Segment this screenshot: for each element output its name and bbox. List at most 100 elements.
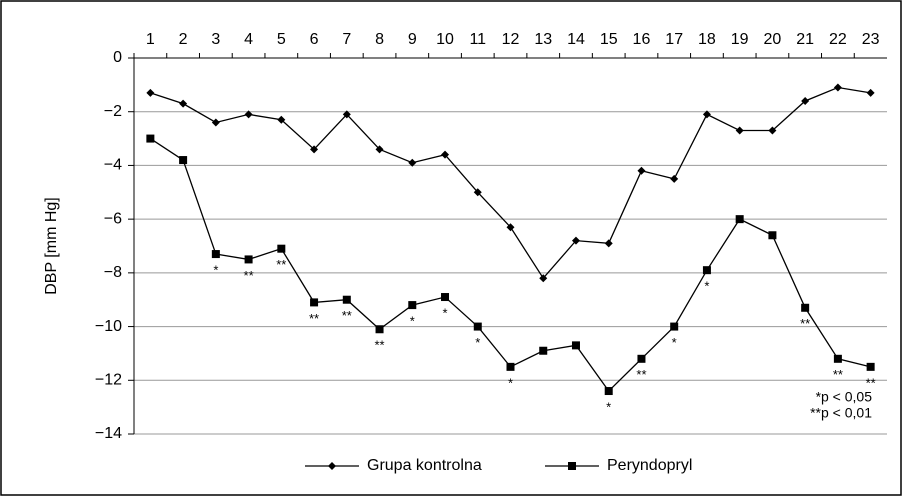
- marker: [866, 362, 875, 371]
- significance-label: *: [508, 375, 513, 390]
- legend-label: Grupa kontrolna: [367, 457, 482, 474]
- x-tick-label: 9: [408, 31, 417, 48]
- significance-label: *: [213, 262, 218, 277]
- y-tick-label: −14: [95, 425, 122, 442]
- significance-label: **: [374, 338, 384, 353]
- marker: [473, 322, 482, 331]
- significance-label: **: [342, 308, 352, 323]
- marker: [211, 118, 220, 127]
- marker: [670, 322, 679, 331]
- significance-label: **: [833, 367, 843, 382]
- significance-label: *: [672, 335, 677, 350]
- marker: [702, 266, 711, 275]
- marker: [571, 236, 580, 245]
- y-axis-label: DBP [mm Hg]: [43, 197, 60, 295]
- x-tick-label: 17: [665, 31, 683, 48]
- marker: [670, 174, 679, 183]
- marker: [539, 274, 548, 283]
- marker: [637, 166, 646, 175]
- x-tick-label: 4: [244, 31, 253, 48]
- note: *p < 0,05: [816, 389, 873, 405]
- marker: [244, 255, 253, 264]
- note: **p < 0,01: [810, 405, 872, 421]
- x-tick-label: 11: [469, 31, 486, 48]
- marker: [768, 126, 777, 135]
- x-tick-label: 6: [310, 31, 319, 48]
- legend-label: Peryndopryl: [607, 457, 692, 474]
- marker: [637, 354, 646, 363]
- significance-label: **: [309, 311, 319, 326]
- marker: [408, 158, 417, 167]
- marker: [342, 295, 351, 304]
- y-tick-label: −4: [104, 157, 122, 174]
- x-tick-label: 13: [534, 31, 552, 48]
- marker: [735, 215, 744, 224]
- y-tick-label: −6: [104, 210, 122, 227]
- significance-label: **: [244, 268, 254, 283]
- marker: [539, 346, 548, 355]
- x-tick-label: 5: [277, 31, 286, 48]
- marker: [833, 354, 842, 363]
- marker: [568, 462, 576, 470]
- marker: [768, 231, 777, 240]
- marker: [735, 126, 744, 135]
- x-tick-label: 21: [796, 31, 814, 48]
- marker: [146, 88, 155, 97]
- significance-label: *: [410, 314, 415, 329]
- marker: [179, 156, 188, 165]
- marker: [146, 134, 155, 143]
- marker: [211, 250, 220, 259]
- x-tick-label: 2: [179, 31, 188, 48]
- marker: [277, 244, 286, 253]
- x-tick-label: 16: [633, 31, 651, 48]
- significance-label: *: [442, 305, 447, 320]
- marker: [408, 301, 417, 310]
- marker: [328, 462, 336, 470]
- legend-item: Grupa kontrolna: [305, 457, 482, 474]
- x-tick-label: 7: [342, 31, 351, 48]
- marker: [833, 83, 842, 92]
- x-tick-label: 3: [211, 31, 220, 48]
- significance-label: *: [704, 279, 709, 294]
- x-tick-label: 12: [502, 31, 520, 48]
- marker: [310, 145, 319, 154]
- significance-label: **: [636, 367, 646, 382]
- y-tick-label: −8: [104, 264, 122, 281]
- marker: [473, 188, 482, 197]
- significance-label: **: [800, 316, 810, 331]
- significance-label: *: [475, 335, 480, 350]
- marker: [342, 110, 351, 119]
- y-tick-label: −2: [104, 103, 122, 120]
- x-tick-label: 14: [567, 31, 585, 48]
- marker: [801, 303, 810, 312]
- significance-label: **: [276, 257, 286, 272]
- marker: [375, 145, 384, 154]
- marker: [604, 239, 613, 248]
- x-tick-label: 23: [862, 31, 880, 48]
- y-tick-label: −12: [95, 372, 122, 389]
- y-tick-label: −10: [95, 318, 122, 335]
- marker: [310, 298, 319, 307]
- marker: [244, 110, 253, 119]
- marker: [571, 341, 580, 350]
- marker: [441, 150, 450, 159]
- marker: [441, 293, 450, 302]
- x-tick-label: 22: [829, 31, 847, 48]
- marker: [604, 387, 613, 396]
- marker: [375, 325, 384, 334]
- marker: [801, 96, 810, 105]
- x-tick-label: 19: [731, 31, 749, 48]
- marker: [179, 99, 188, 108]
- marker: [277, 115, 286, 124]
- x-tick-label: 15: [600, 31, 618, 48]
- x-tick-label: 1: [146, 31, 155, 48]
- marker: [506, 362, 515, 371]
- marker: [506, 223, 515, 232]
- marker: [866, 88, 875, 97]
- x-tick-label: 20: [764, 31, 782, 48]
- marker: [702, 110, 711, 119]
- legend-item: Peryndopryl: [545, 457, 692, 474]
- significance-label: *: [606, 399, 611, 414]
